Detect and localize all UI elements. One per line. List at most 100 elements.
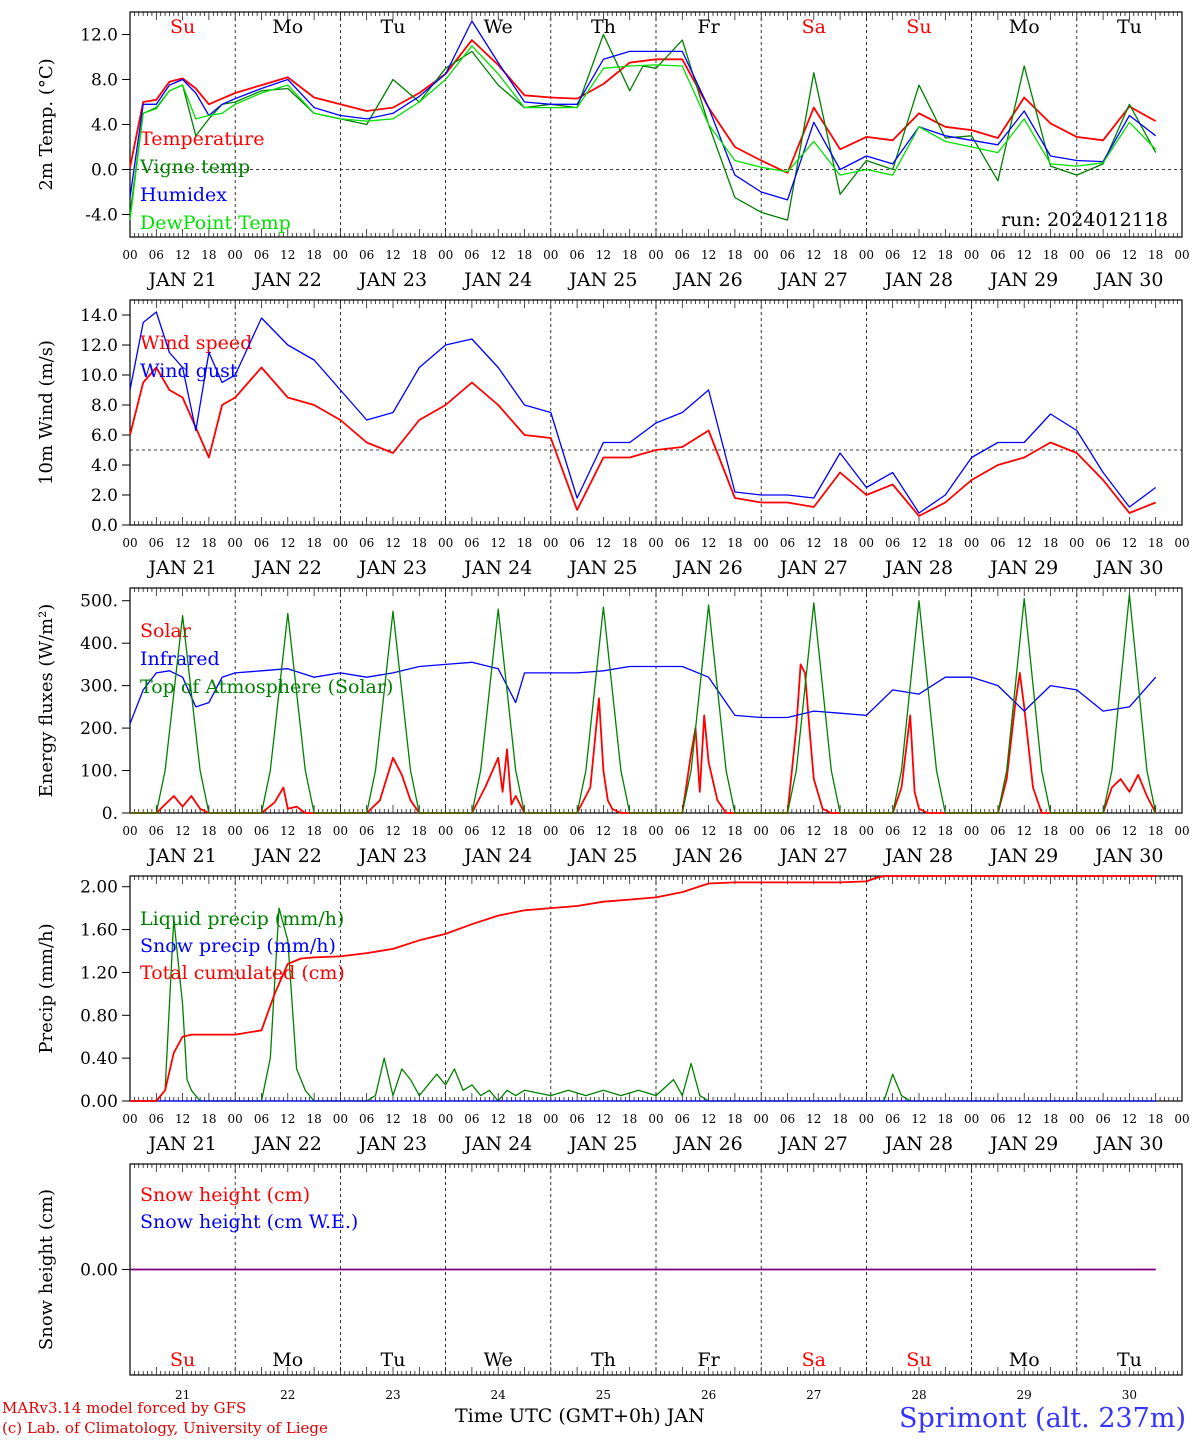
hour-tick-label: 18 [306, 1112, 321, 1126]
y-tick-label: 0.00 [80, 1092, 118, 1112]
hour-tick-label: 18 [306, 248, 321, 262]
y-tick-label: 0.40 [80, 1049, 118, 1069]
hour-tick-label: 06 [885, 536, 900, 550]
day-number-label: 29 [1017, 1388, 1032, 1402]
y-tick-label: -4.0 [85, 206, 118, 226]
hour-tick-label: 18 [727, 824, 742, 838]
hour-tick-label: 18 [622, 824, 637, 838]
hour-tick-label: 12 [701, 824, 716, 838]
hour-tick-label: 06 [780, 824, 795, 838]
hour-tick-label: 00 [1069, 1112, 1084, 1126]
series-line [129, 366, 1157, 517]
hour-tick-label: 12 [1017, 824, 1032, 838]
date-label: JAN 23 [357, 557, 427, 579]
weekday-label: Mo [272, 1349, 303, 1371]
hour-tick-label: 06 [780, 248, 795, 262]
date-label: JAN 30 [1093, 845, 1163, 867]
y-tick-label: 8.0 [91, 71, 118, 91]
date-label: JAN 24 [462, 1133, 532, 1155]
date-label: JAN 23 [357, 269, 427, 291]
hour-tick-label: 12 [280, 824, 295, 838]
y-tick-label: 2.00 [80, 878, 118, 898]
y-axis-title: Energy fluxes (W/m²) [36, 604, 57, 798]
legend-entry: Total cumulated (cm) [140, 962, 345, 984]
hour-tick-label: 12 [1017, 536, 1032, 550]
hour-tick-label: 00 [543, 1112, 558, 1126]
weekday-label: Sa [802, 16, 826, 38]
day-number-label: 26 [701, 1388, 716, 1402]
hour-tick-label: 06 [464, 824, 479, 838]
hour-tick-label: 18 [1148, 536, 1163, 550]
series-line [129, 45, 1157, 221]
hour-tick-label: 18 [306, 536, 321, 550]
hour-tick-label: 12 [806, 824, 821, 838]
legend-entry: Snow height (cm W.E.) [140, 1211, 358, 1233]
hour-tick-label: 12 [1122, 824, 1137, 838]
legend-entry: Liquid precip (mm/h) [140, 908, 344, 930]
legend-entry: Wind speed [140, 332, 252, 354]
y-tick-label: 12.0 [80, 26, 118, 46]
hour-tick-label: 12 [701, 248, 716, 262]
hour-tick-label: 12 [280, 1112, 295, 1126]
y-tick-label: 0.0 [91, 161, 118, 181]
y-tick-label: 4.0 [91, 456, 118, 476]
date-label: JAN 22 [252, 269, 322, 291]
date-label: JAN 27 [778, 557, 848, 579]
hour-tick-label: 12 [175, 824, 190, 838]
legend-entry: Snow height (cm) [140, 1184, 310, 1206]
day-number-label: 25 [596, 1388, 611, 1402]
plot-frame [129, 11, 1183, 238]
hour-tick-label: 00 [333, 536, 348, 550]
hour-tick-label: 00 [964, 536, 979, 550]
hour-tick-label: 12 [596, 536, 611, 550]
date-label: JAN 30 [1093, 1133, 1163, 1155]
hour-tick-label: 12 [491, 248, 506, 262]
weekday-label: Tu [381, 1349, 406, 1371]
hour-tick-label: 18 [1043, 1112, 1058, 1126]
hour-tick-label: 12 [701, 1112, 716, 1126]
hour-tick-label: 00 [122, 824, 137, 838]
legend-entry: Infrared [140, 648, 220, 670]
y-axis-title: Snow height (cm) [36, 1189, 57, 1350]
weekday-label: Fr [697, 1349, 720, 1371]
hour-tick-label: 12 [596, 1112, 611, 1126]
date-label: JAN 28 [883, 1133, 953, 1155]
y-tick-label: 0.0 [91, 516, 118, 536]
hour-tick-label: 06 [885, 248, 900, 262]
hour-tick-label: 06 [569, 536, 584, 550]
hour-tick-label: 18 [1148, 1112, 1163, 1126]
hour-tick-label: 18 [622, 1112, 637, 1126]
legend-entry: DewPoint Temp [140, 212, 291, 234]
hour-tick-label: 18 [727, 248, 742, 262]
legend-entry: Vigne temp [139, 156, 250, 178]
y-tick-label: 1.20 [80, 963, 118, 983]
hour-tick-label: 06 [254, 536, 269, 550]
hour-tick-label: 12 [280, 536, 295, 550]
hour-tick-label: 18 [1043, 248, 1058, 262]
hour-tick-label: 18 [622, 536, 637, 550]
y-tick-label: 0.80 [80, 1006, 118, 1026]
hour-tick-label: 00 [438, 1112, 453, 1126]
hour-tick-label: 00 [859, 536, 874, 550]
y-tick-label: 6.0 [91, 426, 118, 446]
hour-tick-label: 00 [228, 536, 243, 550]
hour-tick-label: 00 [543, 248, 558, 262]
hour-tick-label: 12 [596, 248, 611, 262]
hour-tick-label: 06 [569, 248, 584, 262]
hour-tick-label: 12 [1122, 536, 1137, 550]
legend-entry: Solar [140, 620, 192, 642]
legend-entry: Snow precip (mm/h) [140, 935, 336, 957]
y-tick-label: 500. [80, 592, 118, 612]
weekday-label: Su [906, 16, 931, 38]
hour-tick-label: 18 [517, 824, 532, 838]
hour-tick-label: 06 [149, 248, 164, 262]
weekday-label: Sa [802, 1349, 826, 1371]
hour-tick-label: 06 [464, 1112, 479, 1126]
y-tick-label: 12.0 [80, 336, 118, 356]
hour-tick-label: 12 [175, 1112, 190, 1126]
hour-tick-label: 00 [543, 536, 558, 550]
weekday-label: Mo [1009, 16, 1040, 38]
hour-tick-label: 00 [964, 1112, 979, 1126]
hour-tick-label: 18 [938, 1112, 953, 1126]
date-label: JAN 22 [252, 1133, 322, 1155]
